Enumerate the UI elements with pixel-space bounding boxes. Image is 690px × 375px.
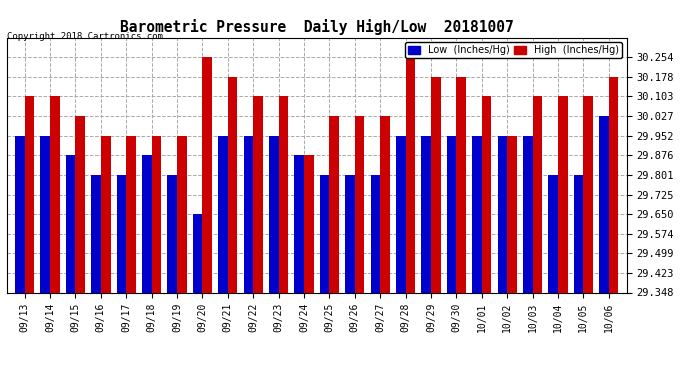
Bar (446, 136, 456, 292)
Bar (609, 77, 618, 292)
Bar (497, 136, 507, 292)
Bar (345, 175, 355, 292)
Bar (66, 155, 75, 292)
Bar (117, 175, 126, 292)
Bar (152, 136, 161, 292)
Bar (329, 116, 339, 292)
Bar (472, 136, 482, 292)
Bar (75, 116, 85, 292)
Bar (456, 77, 466, 292)
Legend: Low  (Inches/Hg), High  (Inches/Hg): Low (Inches/Hg), High (Inches/Hg) (405, 42, 622, 58)
Bar (202, 57, 212, 292)
Bar (91, 175, 101, 292)
Bar (482, 96, 491, 292)
Bar (380, 116, 390, 292)
Bar (295, 155, 304, 292)
Bar (549, 175, 558, 292)
Bar (50, 96, 60, 292)
Bar (523, 136, 533, 292)
Bar (422, 136, 431, 292)
Bar (142, 155, 152, 292)
Bar (583, 96, 593, 292)
Bar (355, 116, 364, 292)
Bar (244, 136, 253, 292)
Text: Copyright 2018 Cartronics.com: Copyright 2018 Cartronics.com (7, 32, 163, 41)
Bar (396, 136, 406, 292)
Bar (218, 136, 228, 292)
Bar (193, 214, 202, 292)
Bar (41, 136, 50, 292)
Bar (599, 116, 609, 292)
Bar (304, 155, 314, 292)
Bar (431, 77, 441, 292)
Bar (126, 136, 136, 292)
Bar (25, 96, 34, 292)
Bar (269, 136, 279, 292)
Bar (507, 136, 517, 292)
Bar (279, 96, 288, 292)
Bar (406, 57, 415, 292)
Bar (101, 136, 110, 292)
Bar (319, 175, 329, 292)
Bar (573, 175, 583, 292)
Title: Barometric Pressure  Daily High/Low  20181007: Barometric Pressure Daily High/Low 20181… (120, 19, 513, 35)
Bar (558, 96, 568, 292)
Bar (253, 96, 263, 292)
Bar (168, 175, 177, 292)
Bar (228, 77, 237, 292)
Bar (177, 136, 187, 292)
Bar (15, 136, 25, 292)
Bar (371, 175, 380, 292)
Bar (533, 96, 542, 292)
